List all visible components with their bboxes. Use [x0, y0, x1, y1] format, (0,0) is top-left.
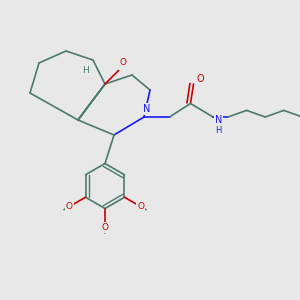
Text: N: N [143, 103, 150, 114]
Text: H: H [215, 126, 222, 135]
Text: O: O [137, 202, 144, 211]
Text: O: O [196, 74, 204, 85]
Text: O: O [119, 58, 127, 67]
Text: O: O [101, 223, 109, 232]
Text: O: O [66, 202, 73, 211]
Text: H: H [82, 66, 89, 75]
Text: N: N [215, 115, 222, 125]
